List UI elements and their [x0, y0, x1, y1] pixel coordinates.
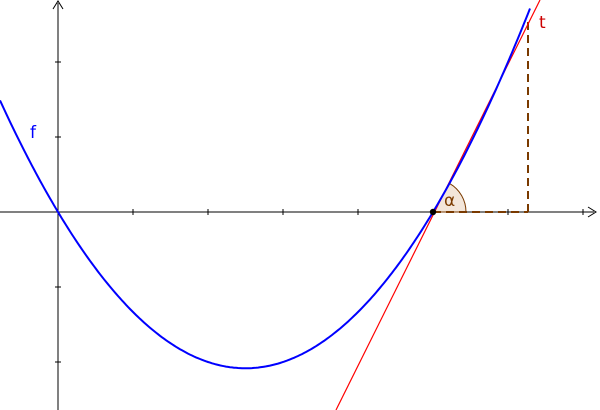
tangent-point — [429, 208, 437, 216]
function-curve — [0, 8, 531, 370]
y-ticks — [55, 61, 61, 363]
angle-label: α — [444, 191, 455, 211]
tangent-label: t — [539, 13, 546, 33]
curve-label: f — [30, 123, 37, 143]
y-axis-arrow — [52, 0, 64, 10]
x-axis-arrow — [587, 206, 597, 218]
